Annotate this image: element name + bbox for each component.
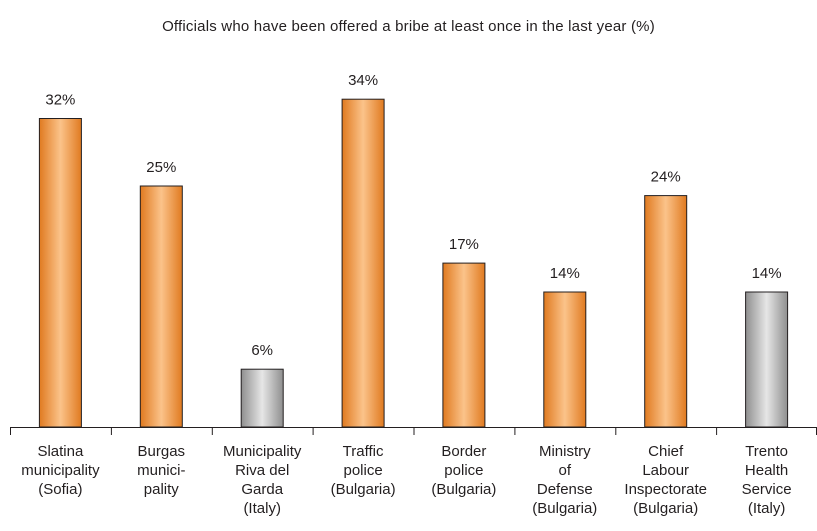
category-label-6-line-2: of: [559, 462, 572, 479]
category-label-5-line-2: police: [444, 462, 483, 479]
category-label-1-line-1: Slatina: [37, 443, 84, 460]
data-label-7: 24%: [651, 169, 681, 186]
data-label-1: 32%: [45, 92, 75, 109]
data-label-2: 25%: [146, 159, 176, 176]
bar-5: [442, 262, 486, 428]
category-label-3-line-4: (Italy): [243, 500, 281, 517]
category-label-8-line-1: Trento: [745, 443, 788, 460]
category-label-2-line-3: pality: [144, 481, 180, 498]
category-label-5-line-3: (Bulgaria): [431, 481, 496, 498]
category-label-8-line-4: (Italy): [748, 500, 786, 517]
bar-3: [240, 368, 284, 428]
category-label-4-line-2: police: [343, 462, 382, 479]
category-label-1-line-2: municipality: [21, 462, 100, 479]
chart-title: Officials who have been offered a bribe …: [162, 18, 655, 35]
category-label-3-line-2: Riva del: [235, 462, 289, 479]
category-label-6-line-1: Ministry: [539, 443, 591, 460]
category-label-3-line-1: Municipality: [223, 443, 302, 460]
category-label-4-line-3: (Bulgaria): [331, 481, 396, 498]
category-label-4-line-1: Traffic: [343, 443, 384, 460]
category-label-2-line-2: munici-: [137, 462, 185, 479]
bar-6: [543, 291, 587, 428]
category-label-6-line-4: (Bulgaria): [532, 500, 597, 517]
data-label-5: 17%: [449, 236, 479, 253]
data-label-8: 14%: [752, 265, 782, 282]
category-label-7-line-2: Labour: [642, 462, 689, 479]
category-label-8-line-2: Health: [745, 462, 788, 479]
data-label-6: 14%: [550, 265, 580, 282]
category-label-5-line-1: Border: [441, 443, 486, 460]
bar-7: [644, 195, 688, 428]
data-label-4: 34%: [348, 72, 378, 89]
category-label-3-line-3: Garda: [241, 481, 283, 498]
bar-1: [38, 118, 82, 428]
category-label-7-line-4: (Bulgaria): [633, 500, 698, 517]
category-label-2-line-1: Burgas: [138, 443, 186, 460]
data-label-3: 6%: [251, 342, 273, 359]
bar-4: [341, 98, 385, 428]
category-label-6-line-3: Defense: [537, 481, 593, 498]
category-label-7-line-3: Inspectorate: [624, 481, 707, 498]
category-label-8-line-3: Service: [742, 481, 792, 498]
bar-2: [139, 185, 183, 428]
category-label-1-line-3: (Sofia): [38, 481, 82, 498]
bar-8: [745, 291, 789, 428]
category-label-7-line-1: Chief: [648, 443, 684, 460]
